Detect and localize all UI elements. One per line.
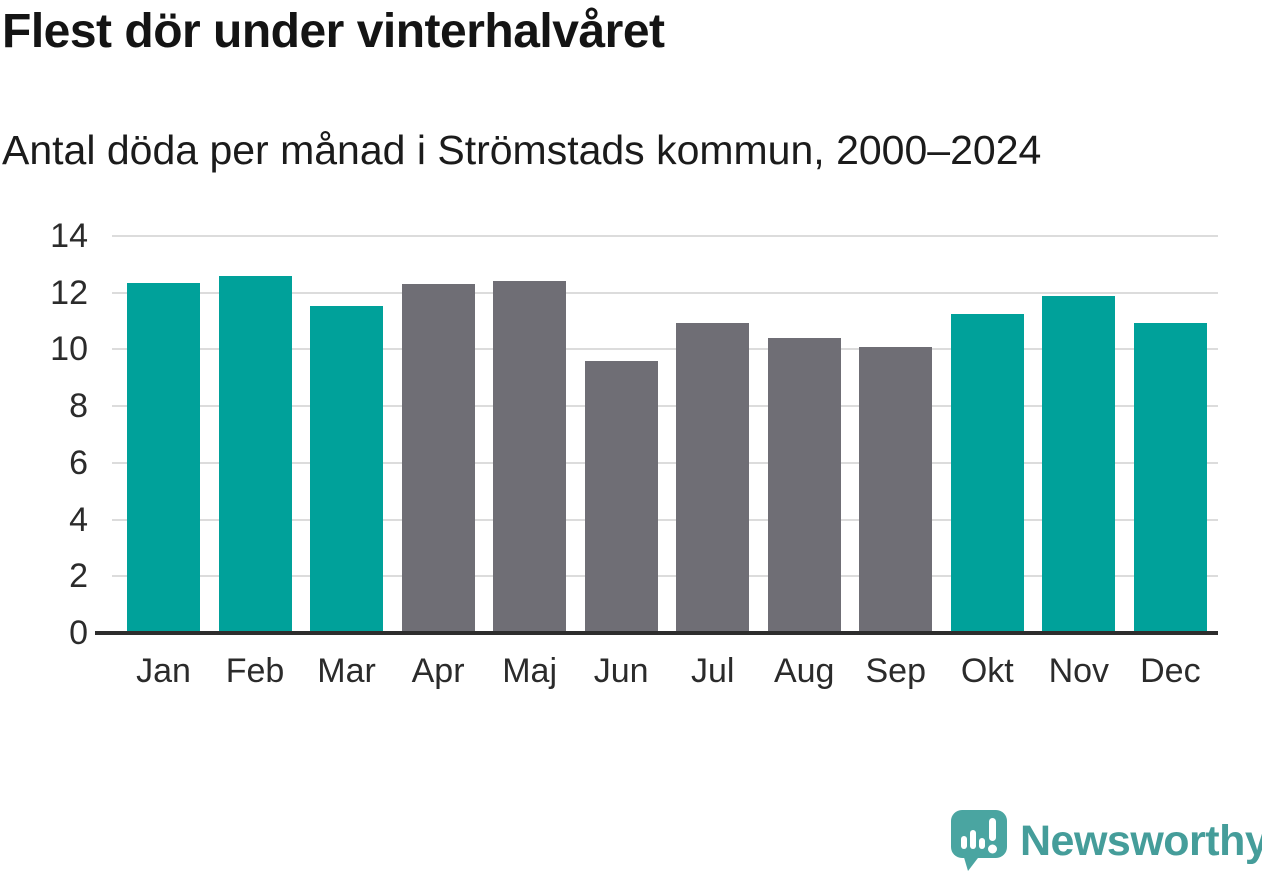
y-tick-label-6: 6 [69, 443, 88, 482]
bar-mar [310, 305, 384, 633]
gridline-12 [112, 291, 1218, 294]
bar-jun [584, 360, 658, 633]
x-tick-label-mar: Mar [317, 652, 376, 690]
newsworthy-speech-bubble-bar-chart-icon [951, 810, 1007, 871]
bar-sep [859, 346, 933, 633]
bar-aug [767, 338, 841, 633]
x-tick-label-jul: Jul [690, 652, 735, 690]
bar-jul [676, 322, 750, 633]
brand-logo-text: Newsworthy [1020, 816, 1262, 865]
x-tick-label-apr: Apr [411, 652, 465, 690]
x-axis-line [95, 631, 1218, 635]
bar-series [127, 236, 1207, 633]
x-tick-label-jan: Jan [136, 652, 191, 690]
bar-maj [493, 281, 567, 633]
y-tick-label-14: 14 [50, 217, 88, 255]
gridline-6 [112, 461, 1218, 464]
x-tick-label-sep: Sep [865, 652, 927, 690]
x-tick-label-dec: Dec [1140, 652, 1201, 690]
x-tick-label-maj: Maj [502, 652, 558, 690]
y-tick-label-4: 4 [69, 500, 88, 539]
x-tick-label-aug: Aug [773, 652, 835, 690]
bar-nov [1042, 295, 1116, 633]
y-tick-label-10: 10 [50, 330, 88, 369]
brand-logo[interactable]: Newsworthy [951, 810, 1262, 872]
x-tick-label-okt: Okt [960, 652, 1014, 690]
y-tick-label-12: 12 [50, 273, 88, 312]
bar-feb [218, 275, 292, 633]
x-axis-labels: Jan Feb Mar Apr Maj Jun Jul Aug Sep Okt Nov Dec [127, 649, 1207, 693]
gridline-10 [112, 348, 1218, 351]
bar-dec [1133, 322, 1207, 633]
gridline-8 [112, 405, 1218, 408]
x-tick-label-nov: Nov [1048, 652, 1110, 690]
gridline-14 [112, 235, 1218, 237]
bar-jan [127, 282, 200, 633]
chart-title: Flest dör under vinterhalvåret [2, 5, 665, 58]
y-tick-label-8: 8 [69, 387, 88, 426]
x-tick-label-feb: Feb [225, 652, 285, 690]
gridline-2 [112, 575, 1218, 578]
gridline-4 [112, 518, 1218, 521]
x-tick-label-jun: Jun [593, 652, 649, 690]
bar-okt [950, 314, 1024, 633]
bar-apr [401, 284, 475, 633]
y-tick-label-2: 2 [69, 557, 88, 596]
chart-subtitle: Antal döda per månad i Strömstads kommun… [2, 127, 1042, 173]
y-tick-label-0: 0 [69, 614, 88, 652]
